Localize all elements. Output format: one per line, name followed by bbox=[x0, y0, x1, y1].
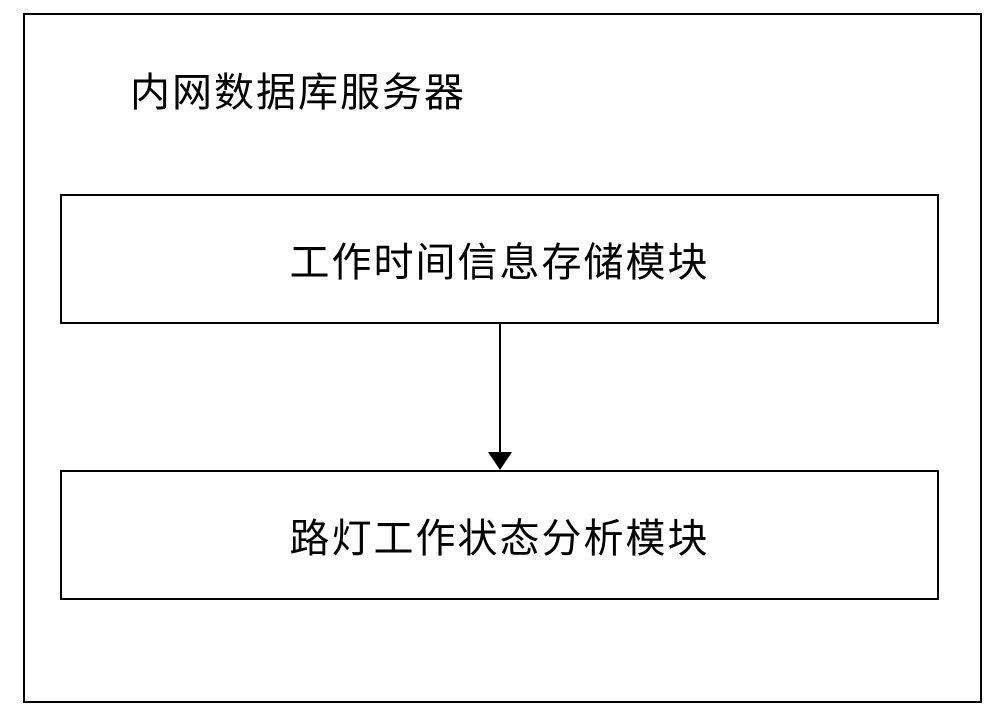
storage-module-box: 工作时间信息存储模块 bbox=[60, 194, 939, 324]
storage-module-label: 工作时间信息存储模块 bbox=[290, 230, 710, 288]
flow-arrow-line bbox=[499, 324, 501, 456]
analysis-module-box: 路灯工作状态分析模块 bbox=[60, 470, 939, 600]
server-container-title: 内网数据库服务器 bbox=[130, 60, 466, 118]
flow-arrow-head-icon bbox=[488, 452, 512, 470]
analysis-module-label: 路灯工作状态分析模块 bbox=[290, 506, 710, 564]
